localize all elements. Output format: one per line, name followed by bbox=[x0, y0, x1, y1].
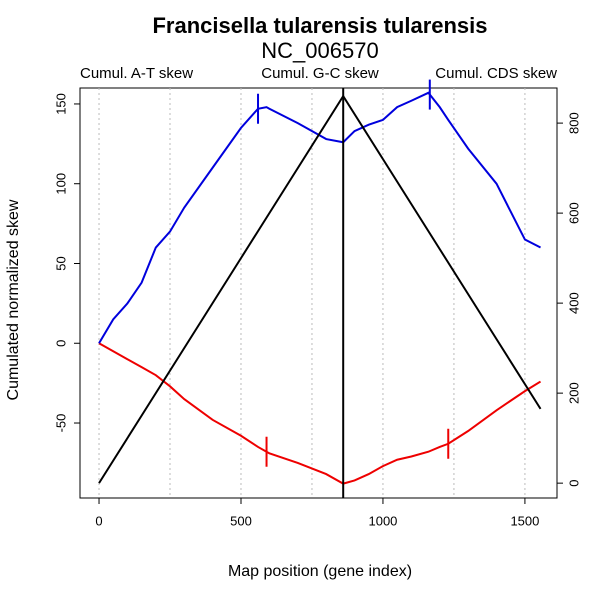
y-tick-label: 50 bbox=[53, 256, 68, 270]
y2-tick-label: 800 bbox=[566, 112, 581, 134]
x-tick-label: 0 bbox=[95, 513, 102, 528]
y2-tick-label: 0 bbox=[566, 480, 581, 487]
legend-label: Cumul. CDS skew bbox=[435, 65, 557, 82]
x-tick-label: 1000 bbox=[368, 513, 397, 528]
y-tick-label: 100 bbox=[53, 173, 68, 195]
y2-tick-label: 600 bbox=[566, 202, 581, 224]
plot-frame bbox=[79, 87, 558, 499]
series-line bbox=[98, 91, 541, 344]
y-tick-label: 0 bbox=[53, 340, 68, 347]
y2-tick-label: 400 bbox=[566, 292, 581, 314]
x-axis-label: Map position (gene index) bbox=[228, 563, 412, 580]
series-line bbox=[98, 94, 542, 484]
x-tick-label: 1500 bbox=[510, 513, 539, 528]
y-tick-label: 150 bbox=[53, 93, 68, 115]
series-line bbox=[98, 342, 542, 485]
chart-subtitle: NC_006570 bbox=[261, 38, 378, 63]
y-tick-label: -50 bbox=[53, 414, 68, 433]
y2-tick-label: 200 bbox=[566, 382, 581, 404]
y-axis-label: Cumulated normalized skew bbox=[5, 199, 22, 400]
chart-title: Francisella tularensis tularensis bbox=[152, 13, 487, 38]
legend-label: Cumul. G-C skew bbox=[261, 65, 379, 82]
x-tick-label: 500 bbox=[230, 513, 252, 528]
legend-label: Cumul. A-T skew bbox=[80, 65, 193, 82]
